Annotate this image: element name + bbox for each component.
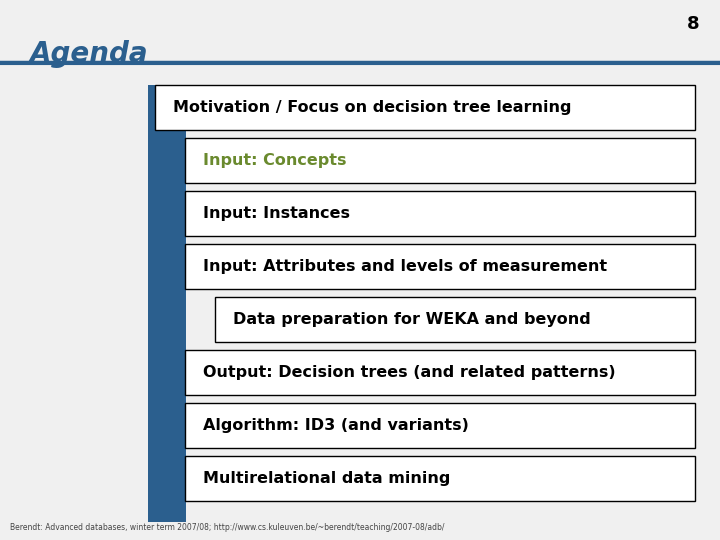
Text: Motivation / Focus on decision tree learning: Motivation / Focus on decision tree lear… (173, 100, 572, 115)
FancyBboxPatch shape (215, 297, 695, 342)
Text: Input: Instances: Input: Instances (203, 206, 350, 221)
FancyBboxPatch shape (185, 456, 695, 501)
Text: Agenda: Agenda (30, 40, 148, 68)
FancyBboxPatch shape (185, 191, 695, 236)
FancyBboxPatch shape (185, 350, 695, 395)
Text: Output: Decision trees (and related patterns): Output: Decision trees (and related patt… (203, 365, 616, 380)
Text: Algorithm: ID3 (and variants): Algorithm: ID3 (and variants) (203, 418, 469, 433)
Text: Data preparation for WEKA and beyond: Data preparation for WEKA and beyond (233, 312, 590, 327)
Text: 8: 8 (688, 15, 700, 33)
Text: Berendt: Advanced databases, winter term 2007/08; http://www.cs.kuleuven.be/~ber: Berendt: Advanced databases, winter term… (10, 523, 444, 532)
FancyBboxPatch shape (185, 403, 695, 448)
FancyBboxPatch shape (148, 85, 186, 522)
Text: Multirelational data mining: Multirelational data mining (203, 471, 451, 486)
FancyBboxPatch shape (185, 244, 695, 289)
Text: Input: Concepts: Input: Concepts (203, 153, 346, 168)
FancyBboxPatch shape (185, 138, 695, 183)
Text: Input: Attributes and levels of measurement: Input: Attributes and levels of measurem… (203, 259, 607, 274)
FancyBboxPatch shape (155, 85, 695, 130)
